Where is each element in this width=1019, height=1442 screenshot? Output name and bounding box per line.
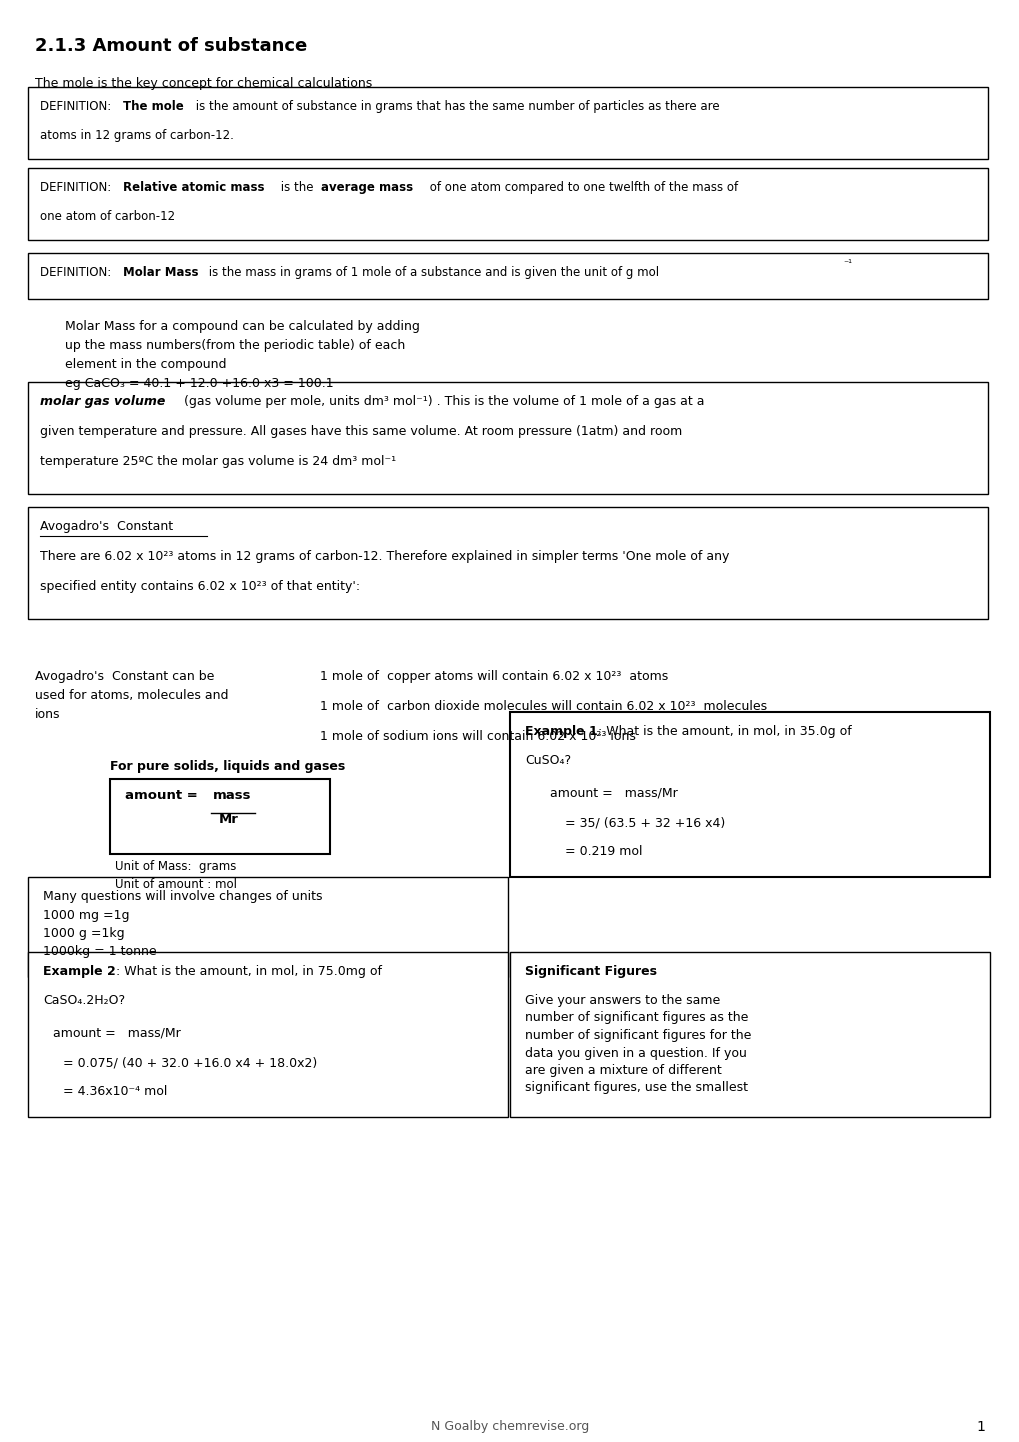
Text: ⁻¹: ⁻¹: [842, 260, 851, 270]
Text: atoms in 12 grams of carbon-12.: atoms in 12 grams of carbon-12.: [40, 128, 233, 141]
Text: Molar Mass: Molar Mass: [123, 265, 199, 278]
Text: The mole is the key concept for chemical calculations: The mole is the key concept for chemical…: [35, 76, 372, 89]
Text: one atom of carbon-12: one atom of carbon-12: [40, 211, 175, 224]
FancyBboxPatch shape: [110, 779, 330, 854]
Text: is the mass in grams of 1 mole of a substance and is given the unit of g mol: is the mass in grams of 1 mole of a subs…: [205, 265, 658, 278]
Text: Example 2: Example 2: [43, 965, 115, 978]
Text: N Goalby chemrevise.org: N Goalby chemrevise.org: [430, 1420, 589, 1433]
FancyBboxPatch shape: [510, 952, 989, 1118]
Text: amount =: amount =: [125, 789, 207, 802]
Text: 2.1.3 Amount of substance: 2.1.3 Amount of substance: [35, 37, 307, 55]
Text: DEFINITION:: DEFINITION:: [40, 182, 115, 195]
Text: Example 1: Example 1: [525, 725, 597, 738]
Text: (gas volume per mole, units dm³ mol⁻¹) . This is the volume of 1 mole of a gas a: (gas volume per mole, units dm³ mol⁻¹) .…: [179, 395, 704, 408]
Text: Relative atomic mass: Relative atomic mass: [123, 182, 264, 195]
FancyBboxPatch shape: [28, 252, 987, 298]
Text: given temperature and pressure. All gases have this same volume. At room pressur: given temperature and pressure. All gase…: [40, 425, 682, 438]
Text: specified entity contains 6.02 x 10²³ of that entity':: specified entity contains 6.02 x 10²³ of…: [40, 580, 360, 593]
Text: DEFINITION:: DEFINITION:: [40, 265, 115, 278]
Text: Molar Mass for a compound can be calculated by adding
up the mass numbers(from t: Molar Mass for a compound can be calcula…: [65, 320, 420, 389]
Text: is the: is the: [277, 182, 317, 195]
Text: CuSO₄?: CuSO₄?: [525, 754, 571, 767]
Text: = 35/ (63.5 + 32 +16 x4): = 35/ (63.5 + 32 +16 x4): [565, 818, 725, 831]
Text: Many questions will involve changes of units
1000 mg =1g
1000 g =1kg
1000kg = 1 : Many questions will involve changes of u…: [43, 890, 322, 959]
Text: = 0.219 mol: = 0.219 mol: [565, 845, 642, 858]
Text: For pure solids, liquids and gases: For pure solids, liquids and gases: [110, 760, 344, 773]
Text: Unit of Mass:  grams
Unit of amount : mol: Unit of Mass: grams Unit of amount : mol: [115, 859, 236, 891]
FancyBboxPatch shape: [28, 87, 987, 159]
Text: 1 mole of  carbon dioxide molecules will contain 6.02 x 10²³  molecules: 1 mole of carbon dioxide molecules will …: [320, 699, 766, 712]
Text: Significant Figures: Significant Figures: [525, 965, 656, 978]
FancyBboxPatch shape: [28, 382, 987, 495]
Text: Mr: Mr: [219, 813, 238, 826]
Text: average mass: average mass: [321, 182, 413, 195]
Text: = 4.36x10⁻⁴ mol: = 4.36x10⁻⁴ mol: [63, 1084, 167, 1097]
FancyBboxPatch shape: [28, 169, 987, 239]
Text: is the amount of substance in grams that has the same number of particles as the: is the amount of substance in grams that…: [192, 99, 719, 112]
FancyBboxPatch shape: [28, 508, 987, 619]
FancyBboxPatch shape: [28, 877, 507, 978]
Text: amount =   mass/Mr: amount = mass/Mr: [549, 787, 677, 800]
Text: 1: 1: [975, 1420, 984, 1433]
Text: There are 6.02 x 10²³ atoms in 12 grams of carbon-12. Therefore explained in sim: There are 6.02 x 10²³ atoms in 12 grams …: [40, 549, 729, 562]
Text: amount =   mass/Mr: amount = mass/Mr: [53, 1027, 180, 1040]
Text: temperature 25ºC the molar gas volume is 24 dm³ mol⁻¹: temperature 25ºC the molar gas volume is…: [40, 456, 395, 469]
Text: = 0.075/ (40 + 32.0 +16.0 x4 + 18.0x2): = 0.075/ (40 + 32.0 +16.0 x4 + 18.0x2): [63, 1057, 317, 1070]
Text: Avogadro's  Constant: Avogadro's Constant: [40, 521, 173, 534]
Text: : What is the amount, in mol, in 35.0g of: : What is the amount, in mol, in 35.0g o…: [597, 725, 851, 738]
Text: mass: mass: [213, 789, 252, 802]
Text: : What is the amount, in mol, in 75.0mg of: : What is the amount, in mol, in 75.0mg …: [116, 965, 382, 978]
Text: The mole: The mole: [123, 99, 183, 112]
Text: Avogadro's  Constant can be
used for atoms, molecules and
ions: Avogadro's Constant can be used for atom…: [35, 671, 228, 721]
FancyBboxPatch shape: [28, 952, 507, 1118]
FancyBboxPatch shape: [510, 712, 989, 877]
Text: 1 mole of sodium ions will contain 6.02 x 10²³ ions: 1 mole of sodium ions will contain 6.02 …: [320, 730, 635, 743]
Text: of one atom compared to one twelfth of the mass of: of one atom compared to one twelfth of t…: [426, 182, 738, 195]
Text: DEFINITION:: DEFINITION:: [40, 99, 115, 112]
Text: 1 mole of  copper atoms will contain 6.02 x 10²³  atoms: 1 mole of copper atoms will contain 6.02…: [320, 671, 667, 684]
Text: CaSO₄.2H₂O?: CaSO₄.2H₂O?: [43, 994, 125, 1007]
Text: molar gas volume: molar gas volume: [40, 395, 165, 408]
Text: Give your answers to the same
number of significant figures as the
number of sig: Give your answers to the same number of …: [525, 994, 751, 1094]
